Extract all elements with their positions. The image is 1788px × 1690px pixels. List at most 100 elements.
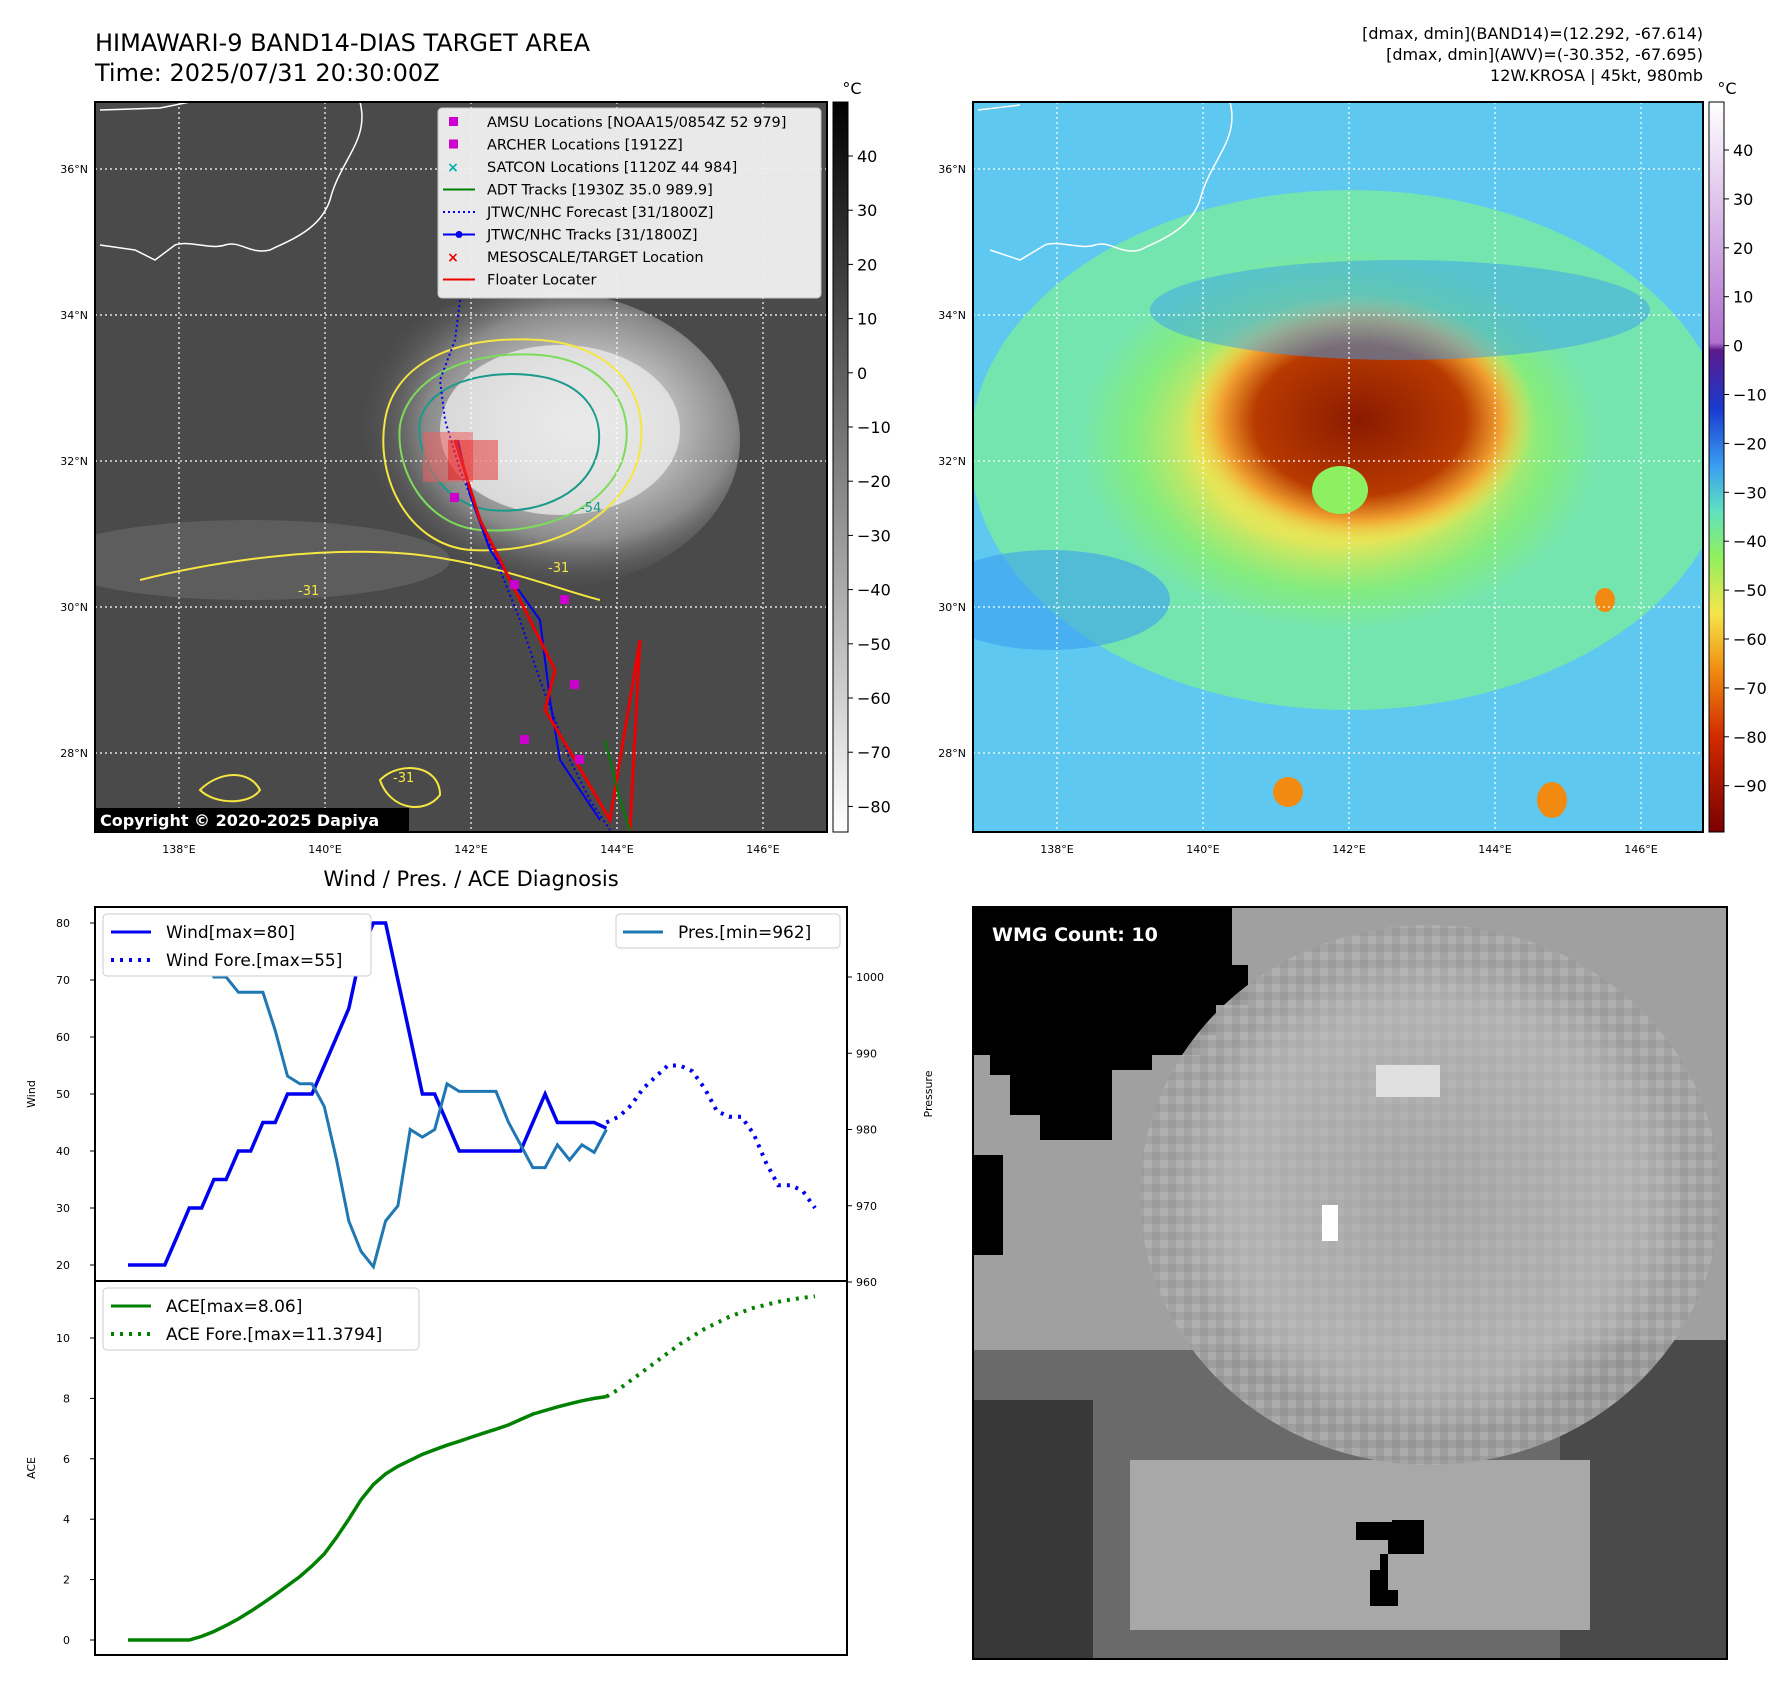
awv-lat-label-36: 36°N [938,163,966,176]
irTicks-label-2: 20 [857,255,877,274]
legend-label-1: ARCHER Locations [1912Z] [487,138,683,154]
mesoscale-target-core [448,440,498,480]
ir-lon-label-140: 140°E [308,843,341,856]
copyright-box [95,808,409,832]
awv-cell-3 [1595,588,1615,612]
legend-marker-6: × [447,250,459,266]
wind-fore-legend-label: Wind Fore.[max=55] [166,951,342,971]
irTicks-label-3: 10 [857,310,877,329]
irTicks-label-11: −70 [857,743,891,762]
info-storm: 12W.KROSA | 45kt, 980mb [1490,66,1703,85]
series-line-ace-fore- [605,1294,816,1399]
awv-eye [1312,466,1368,514]
awvTicks-label-7: −30 [1733,483,1767,502]
wind-tick-label-40: 40 [56,1145,70,1158]
ir-lat-label-30: 30°N [60,601,88,614]
wmg-dark-region-left [973,1400,1093,1659]
awv-colorbar-ramp [1708,101,1725,833]
awvTicks-label-11: −70 [1733,679,1767,698]
irTicks-label-7: −30 [857,526,891,545]
irTicks-label-9: −50 [857,635,891,654]
ir-lon-label-146: 146°E [746,843,779,856]
ir-lat-label-32: 32°N [60,455,88,468]
pressure-tick-label-960: 960 [856,1276,877,1289]
ace-legend-label: ACE[max=8.06] [166,1297,302,1317]
ir-contour-yellow [382,338,643,552]
ir-contour-green [398,353,628,532]
awvTicks-label-4: 0 [1733,337,1743,356]
legend-label-5: JTWC/NHC Tracks [31/1800Z] [486,228,698,244]
awv-lat-label-34: 34°N [938,309,966,322]
ir-contour-island [198,774,262,803]
awvTicks-label-0: 40 [1733,141,1753,160]
wind-tick-label-50: 50 [56,1088,70,1101]
awv-lat-label-32: 32°N [938,455,966,468]
awv-lat-label-28: 28°N [938,747,966,760]
figure-title: HIMAWARI-9 BAND14-DIAS TARGET AREA [95,29,591,57]
ace-axis-label: ACE [25,1457,38,1479]
irTicks-label-10: −60 [857,689,891,708]
info-awv: [dmax, dmin](AWV)=(-30.352, -67.695) [1386,45,1703,64]
series-line-wind-fore- [605,1063,817,1210]
legend-label-6: MESOSCALE/TARGET Location [487,250,704,266]
awvTicks-label-1: 30 [1733,190,1753,209]
irTicks-label-0: 40 [857,147,877,166]
awvTicks-label-6: −20 [1733,434,1767,453]
ace-tick-label-4: 4 [63,1513,70,1526]
awv-dry-band-north [1150,260,1650,360]
wmg-black-edge [973,1155,1003,1255]
ir-cloud-band [95,520,450,600]
contour-label-1: -31 [548,561,569,576]
legend-label-7: Floater Locater [487,273,596,289]
wmg-bright-cell-1 [1376,1065,1440,1097]
ir-legend: AMSU Locations [NOAA15/0854Z 52 979] ARCH… [437,107,822,299]
wind-legend-label: Wind[max=80] [166,923,295,943]
awv-coastline [977,102,1233,261]
contour-label-2: -54 [580,501,601,516]
wind-tick-label-80: 80 [56,917,70,930]
series-line-ace [128,1394,607,1642]
pressure-legend: Pres.[min=962] [615,913,841,949]
awvTicks-label-8: −40 [1733,532,1767,551]
figure-time: Time: 2025/07/31 20:30:00Z [94,59,440,87]
info-band14: [dmax, dmin](BAND14)=(12.292, -67.614) [1362,24,1703,43]
awv-cell-1 [1273,777,1303,807]
awv-map: 36°N 34°N 32°N 30°N 28°N 138°E 140°E 142… [938,101,1704,856]
ir-contour-south [378,767,442,808]
wmg-panel: WMG Count: 10 [972,906,1728,1660]
awv-lat-label-30: 30°N [938,601,966,614]
mesoscale-target-box [423,432,473,482]
ace-tick-label-0: 0 [63,1634,70,1647]
wind-tick-label-60: 60 [56,1031,70,1044]
awv-dry-band-west [973,550,1170,650]
awvTicks-label-9: −50 [1733,581,1767,600]
wind-tick-label-70: 70 [56,974,70,987]
awvTicks-label-12: −80 [1733,728,1767,747]
legend-marker-0 [449,117,458,126]
floater-locater-track [453,439,642,831]
ir-colorbar-unit: °C [842,79,861,98]
awv-colorbar-unit: °C [1717,79,1736,98]
irTicks-label-8: −40 [857,581,891,600]
jtwc-forecast-track [438,299,611,831]
awv-map-frame [972,101,1704,833]
legend-label-3: ADT Tracks [1930Z 35.0 989.9] [487,183,713,199]
wmg-storm-core [1175,955,1685,1435]
legend-marker-2: × [447,160,459,176]
ace-tick-label-8: 8 [63,1392,70,1405]
pressure-tick-label-990: 990 [856,1047,877,1060]
ir-storm-core [440,345,680,515]
awv-colorbar: °C 40 30 20 10 0 −10 −20 −30 −40 −50 −60 −70 −80 −90 [1708,79,1767,833]
awv-lon-label-140: 140°E [1186,843,1219,856]
pressure-tick-label-1000: 1000 [856,971,884,984]
jtwc-track [457,439,601,821]
ace-tick-label-2: 2 [63,1574,70,1587]
ir-lat-label-28: 28°N [60,747,88,760]
awv-lon-label-142: 142°E [1332,843,1365,856]
legend-marker-1 [449,139,458,149]
ace-tick-label-10: 10 [56,1332,70,1345]
wmg-frame [972,906,1728,1660]
wmg-count-label: WMG Count: 10 [992,924,1158,946]
pressure-tick-label-970: 970 [856,1200,877,1213]
